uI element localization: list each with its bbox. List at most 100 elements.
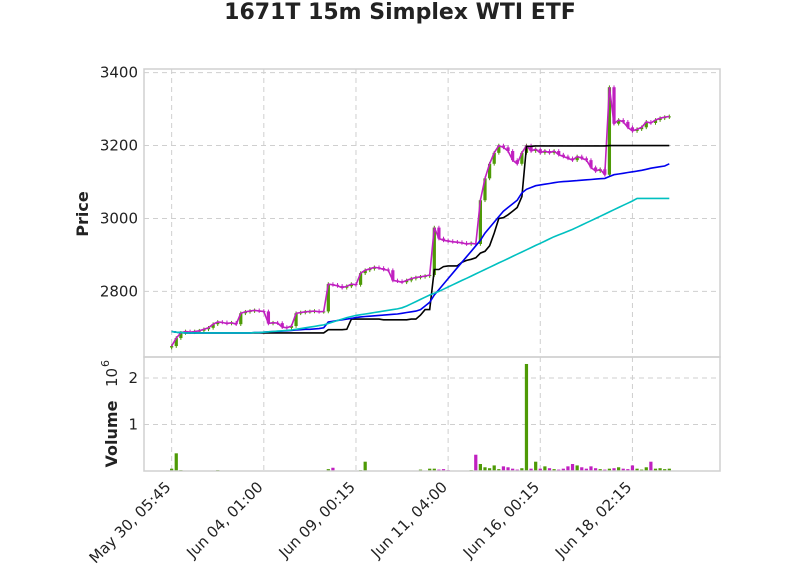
candle-body (266, 311, 271, 324)
volume-multiplier-exponent: 6 (99, 360, 112, 367)
candle-body (644, 121, 648, 128)
volume-bar (478, 464, 482, 471)
candle-body (589, 160, 593, 168)
x-tick-label: Jun 18, 02:15 (551, 478, 635, 562)
candle-body (580, 156, 584, 159)
volume-bar (538, 468, 542, 471)
volume-bar (649, 461, 653, 471)
volume-bar (534, 461, 538, 471)
volume-bar (566, 466, 570, 471)
volume-bar (626, 469, 630, 471)
candle-body (432, 227, 436, 275)
candle-body (487, 163, 492, 179)
volume-bar (428, 468, 432, 471)
x-tick-label: May 30, 05:45 (86, 478, 175, 567)
volume-bar (506, 467, 510, 471)
candle-body (575, 156, 579, 161)
price-tick-label: 3000 (100, 209, 138, 227)
candle-body (506, 147, 510, 152)
candle-body (658, 118, 662, 121)
volume-bar (621, 468, 625, 471)
volume-bar (589, 466, 593, 471)
candle-body (511, 151, 515, 161)
volume-tick-label: 1 (128, 415, 138, 433)
candle-body (358, 273, 363, 285)
candle-body (538, 149, 542, 153)
volume-bar (170, 468, 174, 471)
candle-body (547, 151, 552, 153)
candle-body (557, 151, 561, 155)
candle-body (630, 127, 635, 131)
candle-body (179, 332, 183, 339)
volume-bar (630, 465, 635, 471)
candle-body (497, 145, 501, 153)
volume-bar (492, 465, 496, 471)
volume-bar (663, 469, 667, 471)
moving-average-line-3 (171, 197, 670, 334)
volume-bar (607, 468, 612, 471)
price-tick-label: 3200 (100, 137, 138, 155)
candle-body (280, 323, 284, 328)
candle-body (492, 152, 496, 164)
x-tick-label: Jun 16, 00:15 (459, 478, 543, 562)
moving-average-line-2 (171, 163, 670, 334)
candle-body (561, 154, 565, 157)
candle-body (239, 313, 243, 325)
chart-title: 1671T 15m Simplex WTI ETF (224, 0, 576, 25)
candle-body (391, 270, 395, 281)
volume-bar (501, 466, 506, 471)
candle-body (483, 178, 487, 201)
price-tick-label: 2800 (100, 282, 138, 300)
candle-body (607, 87, 612, 175)
moving-average-line-1 (171, 144, 670, 334)
candle-body (349, 284, 353, 287)
candle-body (289, 326, 294, 328)
candle-body (363, 270, 367, 274)
candle-body (626, 121, 630, 128)
candle-body (216, 322, 220, 325)
candle-body (340, 285, 344, 288)
volume-bar (593, 468, 598, 471)
volume-bar (543, 466, 547, 471)
candle-body (326, 284, 330, 312)
x-tick-label: Jun 04, 01:00 (182, 478, 266, 562)
volume-bar (561, 468, 565, 471)
volume-bar (667, 468, 671, 471)
candle-body (617, 120, 621, 124)
volume-bar (658, 468, 662, 471)
price-axis-label: Price (73, 191, 92, 237)
candle-body (543, 151, 547, 153)
volume-tick-label: 2 (128, 369, 138, 387)
volume-bar (483, 467, 487, 471)
candle-body (584, 158, 588, 161)
volume-bar (326, 469, 330, 471)
volume-bar (547, 468, 552, 471)
volume-bar (363, 461, 367, 471)
price-panel: 2800 3000 3200 3400 (100, 64, 721, 358)
candle-body (294, 313, 298, 327)
volume-bar (580, 467, 584, 471)
close-line (170, 87, 670, 347)
volume-bar (552, 469, 556, 471)
volume-bar (584, 468, 588, 471)
candle-body (211, 324, 215, 328)
candle-body (170, 346, 174, 348)
volume-panel: 12 (128, 356, 721, 472)
volume-bar (635, 468, 639, 471)
candle-body (520, 152, 524, 164)
volume-bar (474, 454, 478, 471)
volume-bar (644, 467, 648, 471)
volume-bar (575, 465, 579, 471)
candle-body (566, 156, 570, 159)
candle-body (529, 145, 533, 152)
volume-bar (612, 468, 616, 471)
candle-body (441, 238, 446, 241)
candle-body (478, 200, 482, 244)
volume-panel-frame (143, 356, 721, 472)
candle-body (653, 120, 658, 123)
volume-bar (487, 468, 492, 471)
volume-bar (331, 467, 335, 471)
volume-bar (520, 468, 524, 471)
candle-body (437, 227, 441, 239)
